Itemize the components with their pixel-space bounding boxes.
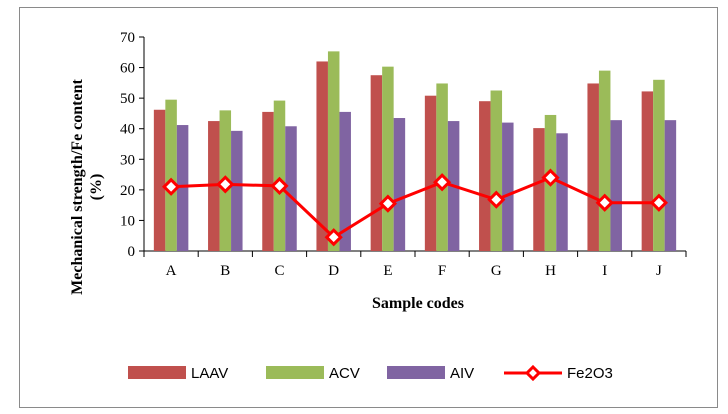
x-tick-label: C (274, 263, 284, 279)
marker-fe2o3 (324, 228, 343, 247)
bar-acv (327, 51, 340, 251)
legend-label-laav: LAAV (191, 365, 228, 382)
legend-label-aiv: AIV (450, 365, 474, 382)
bar-laav (316, 61, 328, 252)
bar-acv (436, 83, 448, 252)
bar-acv (490, 90, 503, 251)
bar-laav (424, 95, 437, 251)
marker-fe2o3 (161, 177, 181, 196)
bar-acv (653, 79, 665, 251)
bar-acv (273, 100, 286, 252)
x-tick-label: B (220, 263, 230, 279)
bar-acv (382, 66, 394, 251)
bar-laav (533, 128, 545, 251)
legend-label-acv: ACV (329, 365, 360, 382)
y-tick-label: 30 (120, 152, 135, 168)
y-tick-label: 70 (120, 30, 135, 46)
x-tick-label: D (328, 263, 339, 279)
bar-aiv (285, 126, 297, 251)
marker-fe2o3 (487, 190, 506, 209)
x-tick-label: J (656, 263, 662, 279)
legend-swatch-laav (128, 366, 186, 379)
line-fe2o3 (171, 175, 659, 240)
bar-laav (479, 101, 491, 251)
y-axis-title-line-1: Mechanical strength/Fe content (69, 79, 86, 295)
bar-aiv (176, 125, 189, 251)
y-tick-label: 40 (120, 122, 135, 138)
legend-marker-fe2o3 (524, 364, 542, 382)
bar-aiv (502, 122, 514, 251)
legend-swatch-acv (266, 366, 324, 379)
x-tick-label: I (602, 263, 607, 279)
y-tick-label: 0 (128, 244, 136, 260)
bar-laav (641, 91, 654, 251)
x-tick-label: E (383, 263, 392, 279)
y-tick-label: 50 (120, 91, 135, 107)
bar-aiv (664, 120, 677, 251)
y-axis-title-line-2: (%) (88, 174, 105, 201)
bar-acv (165, 99, 177, 252)
legend-swatch-aiv (387, 366, 445, 379)
chart-canvas: 0 10 20 30 40 50 60 70 A B C D E F G H I J Mechanical str… (69, 30, 687, 382)
plot-area: 0 10 20 30 40 50 60 70 A B C D E F G H I J (120, 30, 687, 279)
bar-aiv (393, 118, 406, 251)
marker-fe2o3 (216, 175, 235, 194)
y-tick-label: 20 (120, 183, 135, 199)
marker-fe2o3 (432, 173, 452, 192)
marker-fe2o3 (541, 168, 560, 187)
legend-label-fe2o3: Fe2O3 (567, 365, 613, 382)
bar-acv (598, 70, 611, 251)
chart-frame: 0 10 20 30 40 50 60 70 A B C D E F G H I J Mechanical str… (19, 7, 718, 408)
x-tick-label: F (438, 263, 446, 279)
marker-fe2o3 (649, 193, 669, 212)
bar-aiv (610, 120, 622, 251)
bar-aiv (231, 130, 243, 251)
legend: LAAV ACV AIV Fe2O3 (128, 364, 613, 382)
marker-fe2o3 (595, 193, 614, 212)
y-tick-label: 10 (120, 213, 135, 229)
marker-fe2o3 (378, 194, 398, 213)
x-tick-label: A (166, 263, 177, 279)
bar-laav (262, 111, 274, 252)
bar-aiv (556, 133, 568, 251)
x-axis-title: Sample codes (372, 295, 464, 312)
x-tick-label: G (491, 263, 502, 279)
bar-aiv (339, 111, 351, 252)
bar-laav (370, 75, 383, 251)
bar-laav (587, 83, 599, 252)
x-tick-label: H (545, 263, 556, 279)
marker-fe2o3 (270, 176, 289, 196)
bar-laav (153, 109, 166, 251)
y-tick-label: 60 (120, 61, 135, 77)
